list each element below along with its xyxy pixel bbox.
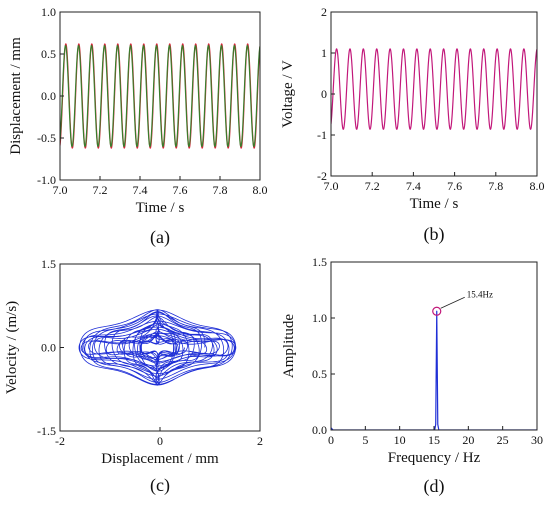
plot-area-c [78, 309, 237, 386]
x-tick-label-b-3: 7.6 [447, 179, 462, 193]
x-axis-label-a: Time / s [136, 200, 185, 216]
series-c-0 [78, 309, 237, 386]
plot-area-d [331, 310, 537, 430]
x-tick-label-c-0: -2 [55, 434, 65, 448]
y-axis-label-a: Displacement / mm [8, 37, 24, 155]
panel-a: 7.0 7.2 7.4 7.6 7.8 8.0 -1.0 -0.5 0.0 0.5 1.0 Time … [8, 5, 268, 248]
x-tick-label-d-2: 10 [394, 433, 406, 447]
panel-d: 0 5 10 15 20 25 30 0.0 0.5 1.0 1.5 Frequency / Hz Am… [281, 255, 543, 497]
x-tick-label-b-2: 7.4 [406, 179, 421, 193]
panel-label-a: (a) [150, 227, 170, 248]
y-tick-label-b-4: 2 [321, 5, 327, 19]
y-tick-label-d-2: 1.0 [312, 311, 327, 325]
y-tick-label-a-1: -0.5 [37, 131, 56, 145]
annotation-leader-d-0 [440, 296, 465, 309]
plot-area-b [331, 48, 537, 130]
series-a-1 [60, 45, 260, 147]
x-axis-label-c: Displacement / mm [101, 451, 219, 467]
x-axis-label-d: Frequency / Hz [388, 450, 481, 466]
x-tick-label-d-5: 25 [497, 433, 509, 447]
panel-label-c: (c) [150, 475, 170, 496]
y-axis-label-b: Voltage / V [280, 60, 296, 128]
x-tick-label-d-1: 5 [362, 433, 368, 447]
x-tick-label-b-0: 7.0 [324, 179, 339, 193]
panel-label-b: (b) [424, 224, 445, 245]
x-tick-label-a-1: 7.2 [93, 183, 108, 197]
x-tick-label-d-6: 30 [531, 433, 543, 447]
y-tick-label-d-1: 0.5 [312, 367, 327, 381]
y-tick-label-d-0: 0.0 [312, 423, 327, 437]
series-b-0 [331, 48, 537, 130]
y-axis-label-d: Amplitude [281, 314, 297, 379]
annotation-label-d-0: 15.4Hz [467, 289, 493, 299]
y-tick-label-a-4: 1.0 [41, 5, 56, 19]
panel-b: 7.0 7.2 7.4 7.6 7.8 8.0 -2 -1 0 1 2 Time / s Voltage… [280, 5, 545, 245]
y-tick-label-c-1: 0.0 [41, 341, 56, 355]
x-tick-label-b-4: 7.8 [488, 179, 503, 193]
x-tick-label-d-3: 15 [428, 433, 440, 447]
y-tick-label-b-3: 1 [321, 46, 327, 60]
y-tick-label-b-1: -1 [317, 128, 327, 142]
y-tick-label-a-0: -1.0 [37, 173, 56, 187]
x-tick-label-d-4: 20 [462, 433, 474, 447]
y-tick-label-c-2: 1.5 [41, 257, 56, 271]
x-tick-label-a-5: 8.0 [253, 183, 268, 197]
x-tick-label-c-1: 0 [157, 434, 163, 448]
y-tick-label-a-2: 0.0 [41, 89, 56, 103]
x-tick-label-b-1: 7.2 [365, 179, 380, 193]
panel-c: -2 0 2 -1.5 0.0 1.5 Displacement / mm Velocity … [4, 257, 263, 496]
x-tick-label-a-2: 7.4 [133, 183, 148, 197]
y-axis-label-c: Velocity / (m/s) [4, 301, 20, 394]
x-tick-label-a-0: 7.0 [53, 183, 68, 197]
y-tick-label-b-0: -2 [317, 169, 327, 183]
x-tick-label-a-4: 7.8 [213, 183, 228, 197]
series-d-0 [331, 310, 537, 430]
panel-label-d: (d) [424, 476, 445, 497]
y-tick-label-a-3: 0.5 [41, 47, 56, 61]
x-tick-label-a-3: 7.6 [173, 183, 188, 197]
x-tick-label-d-0: 0 [328, 433, 334, 447]
y-tick-label-d-3: 1.5 [312, 255, 327, 269]
y-tick-label-b-2: 0 [321, 87, 327, 101]
x-axis-label-b: Time / s [410, 196, 459, 212]
y-tick-label-c-0: -1.5 [37, 424, 56, 438]
x-tick-label-b-5: 8.0 [530, 179, 545, 193]
peak-marker-d-0 [432, 306, 442, 316]
plot-area-a [60, 43, 260, 149]
x-tick-label-c-2: 2 [257, 434, 263, 448]
plot-frame-d [330, 261, 538, 431]
